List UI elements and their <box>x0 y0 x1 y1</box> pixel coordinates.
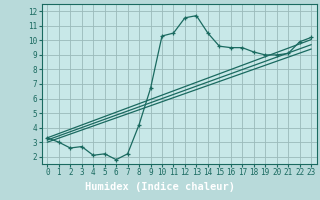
Text: Humidex (Indice chaleur): Humidex (Indice chaleur) <box>85 182 235 192</box>
